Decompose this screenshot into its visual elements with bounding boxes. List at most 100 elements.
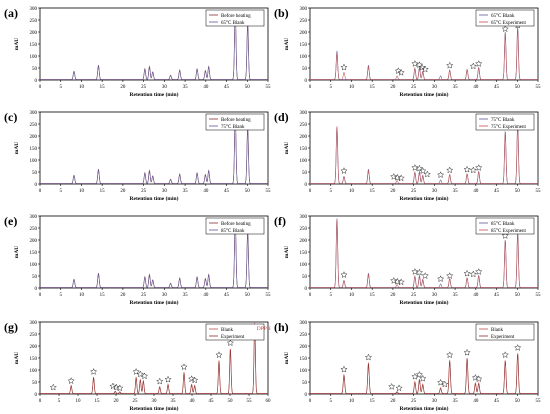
x-axis-label: Retention time (min) [400,195,449,202]
x-axis-label: Retention time (min) [400,405,449,412]
x-tick-label: 55 [266,189,272,194]
star-marker [470,271,476,277]
x-tick-label: 55 [266,85,272,90]
y-tick-label: 50 [302,275,308,280]
y-tick-label: 250 [300,123,308,128]
star-marker [438,276,444,282]
x-axis-label: Retention time (min) [130,91,179,98]
star-marker [341,168,347,174]
star-marker [420,375,426,381]
x-tick-label: 40 [203,85,209,90]
x-tick-label: 45 [494,399,500,404]
legend-label: Experiment [491,335,515,340]
y-tick-label: 200 [300,135,308,140]
x-tick-label: 50 [245,85,251,90]
y-tick-label: 100 [30,263,38,268]
star-marker [420,168,426,174]
star-marker [464,349,470,355]
y-axis-label: mAU [284,142,290,155]
x-tick-label: 35 [453,293,459,298]
x-tick-label: 45 [224,85,230,90]
y-tick-label: 50 [32,171,38,176]
legend: 75°C Blank75°C Experiment [476,114,534,130]
y-tick-label: 0 [35,287,38,292]
panel-f: 0 50 100 150 200 250 300 0 5 10 15 20 25 30 35 40 45 50 55… [274,214,541,306]
series-line-1 [310,125,538,183]
legend-label: 75°C Blank [221,125,245,130]
legend-label: Before heating [221,222,251,227]
star-marker [416,165,422,171]
legend-label: Blank [221,328,233,333]
y-tick-label: 200 [300,31,308,36]
star-marker [133,369,139,375]
star-marker [91,369,97,375]
star-marker [365,354,371,360]
y-tick-label: 150 [300,251,308,256]
x-tick-label: 45 [209,399,215,404]
series-line-1 [310,354,538,393]
x-tick-label: 40 [473,293,479,298]
x-tick-label: 40 [203,293,209,298]
y-tick-label: 200 [30,135,38,140]
y-tick-label: 50 [302,381,308,386]
y-tick-label: 250 [300,333,308,338]
y-tick-label: 300 [30,215,38,220]
x-tick-label: 30 [432,399,438,404]
y-tick-label: 50 [32,381,38,386]
x-tick-label: 30 [162,293,168,298]
y-tick-label: 150 [300,147,308,152]
star-marker [227,340,233,346]
y-tick-label: 150 [30,43,38,48]
y-tick-label: 200 [30,345,38,350]
star-marker [464,270,470,276]
star-marker [424,171,430,177]
y-axis-label: mAU [284,38,290,51]
x-tick-label: 55 [536,399,542,404]
x-tick-label: 30 [152,399,158,404]
y-tick-label: 200 [30,31,38,36]
x-tick-label: 20 [120,189,126,194]
x-tick-label: 20 [390,189,396,194]
y-tick-label: 50 [32,67,38,72]
panel-label: (f) [274,214,286,228]
x-axis-label: Retention time (min) [130,405,179,412]
legend-label: Before heating [221,14,251,19]
star-marker [476,165,482,171]
y-tick-label: 0 [35,183,38,188]
panel-b: 0501001502002503000 5 10 15 20 25 30 35 40 45 50 55… [274,6,541,98]
legend-label: 85°C Blank [491,222,515,227]
x-tick-label: 30 [162,189,168,194]
x-tick-label: 45 [494,85,500,90]
legend-label: Before heating [221,118,251,123]
x-tick-label: 35 [453,399,459,404]
y-tick-label: 300 [300,321,308,326]
panel-label: (d) [274,110,289,124]
x-tick-label: 25 [411,189,417,194]
x-axis-label: Retention time (min) [130,195,179,202]
x-tick-label: 15 [100,293,106,298]
x-tick-label: 30 [432,189,438,194]
x-tick-label: 50 [515,293,521,298]
x-tick-label: 55 [536,189,542,194]
x-tick-label: 35 [183,85,189,90]
x-tick-label: 10 [79,189,85,194]
star-marker [389,383,395,389]
y-tick-label: 100 [30,55,38,60]
star-marker [341,366,347,372]
x-tick-label: 0 [309,85,312,90]
x-tick-label: 15 [100,189,106,194]
x-tick-label: 10 [349,189,355,194]
y-tick-label: 300 [30,321,38,326]
legend: Before heating 75°C Blank [206,114,264,130]
x-tick-label: 5 [59,85,62,90]
x-tick-label: 50 [515,85,521,90]
panel-g: 0501001502002503000 5 10 15 20 25 30 35 40 45 50 55… [4,320,271,412]
x-tick-label: 0 [309,293,312,298]
star-marker [447,62,453,68]
x-tick-label: 35 [183,189,189,194]
x-tick-label: 35 [453,85,459,90]
star-marker [341,64,347,70]
y-tick-label: 0 [35,79,38,84]
x-tick-label: 20 [390,85,396,90]
